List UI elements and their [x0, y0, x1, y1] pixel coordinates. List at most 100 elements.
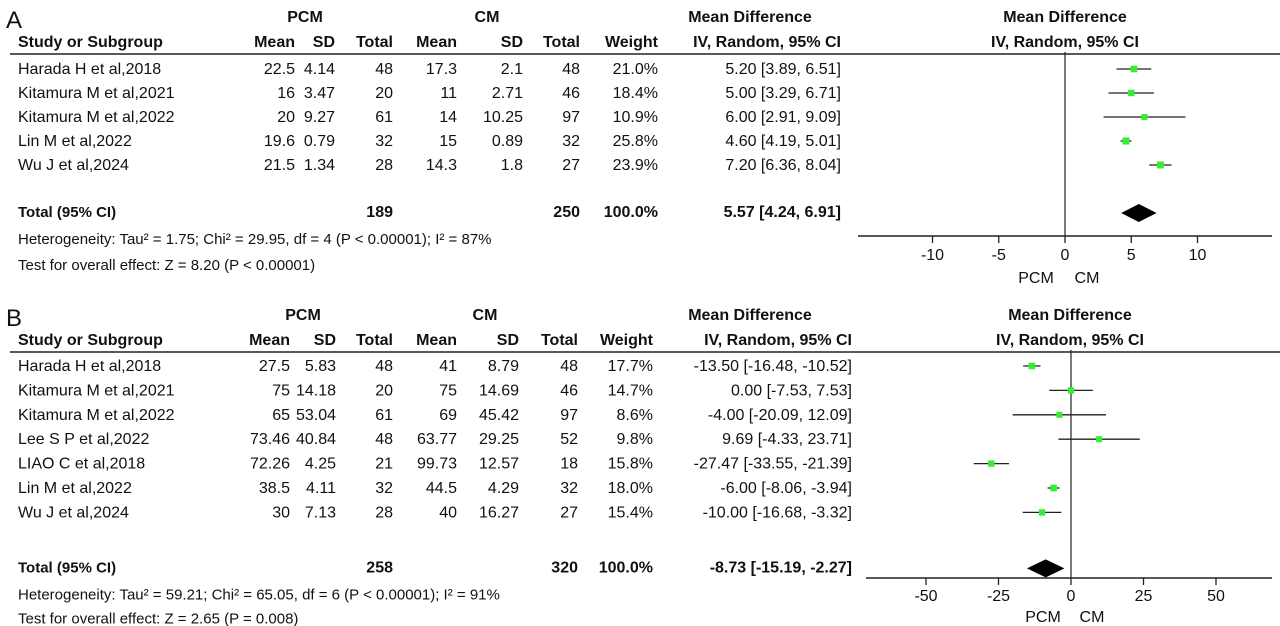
overall-effect-text: Test for overall effect: Z = 2.65 (P = 0… — [18, 610, 298, 626]
study-total1: 20 — [375, 85, 393, 102]
study-name: Lin M et al,2022 — [18, 133, 132, 150]
total-ci: 5.57 [4.24, 6.91] — [724, 204, 841, 221]
study-mean1: 65 — [272, 407, 290, 424]
col-header-mean1: Mean — [254, 34, 295, 51]
study-mean1: 27.5 — [259, 358, 290, 375]
total-weight: 100.0% — [604, 204, 658, 221]
effect-square — [1096, 436, 1103, 443]
col-header-study: Study or Subgroup — [18, 332, 163, 349]
study-mean2: 14.3 — [426, 157, 457, 174]
x-tick-label: 5 — [1127, 247, 1136, 264]
study-mean1: 73.46 — [250, 431, 290, 448]
study-sd2: 12.57 — [479, 456, 519, 473]
study-name: Kitamura M et al,2021 — [18, 85, 175, 102]
favours-left-label: PCM — [1018, 270, 1054, 287]
study-total2: 18 — [560, 456, 578, 473]
study-weight: 10.9% — [613, 109, 658, 126]
study-total2: 46 — [560, 382, 578, 399]
study-mean1: 22.5 — [264, 61, 295, 78]
heterogeneity-text: Heterogeneity: Tau² = 59.21; Chi² = 65.0… — [18, 586, 500, 603]
x-tick-label: -5 — [992, 247, 1006, 264]
effect-square — [1038, 509, 1046, 516]
study-sd1: 3.47 — [304, 85, 335, 102]
study-weight: 23.9% — [613, 157, 658, 174]
col-header-sd1: SD — [313, 34, 335, 51]
plot-method-header: IV, Random, 95% CI — [996, 332, 1144, 349]
plot-header: Mean Difference — [1008, 307, 1132, 324]
study-weight: 15.8% — [608, 456, 653, 473]
col-header-mean1: Mean — [249, 332, 290, 349]
study-mean2: 99.73 — [417, 456, 457, 473]
study-mean2: 40 — [439, 504, 457, 521]
study-total1: 32 — [375, 480, 393, 497]
col-header-ci: IV, Random, 95% CI — [704, 332, 852, 349]
study-total1: 48 — [375, 358, 393, 375]
study-sd2: 45.42 — [479, 407, 519, 424]
study-total2: 46 — [562, 85, 580, 102]
study-mean1: 21.5 — [264, 157, 295, 174]
study-sd2: 0.89 — [492, 133, 523, 150]
effect-square — [988, 460, 995, 467]
study-total1: 61 — [375, 109, 393, 126]
col-header-mean2: Mean — [416, 34, 457, 51]
study-sd2: 8.79 — [488, 358, 519, 375]
x-tick-label: 0 — [1061, 247, 1070, 264]
total-n2: 250 — [553, 204, 580, 221]
x-tick-label: 0 — [1067, 588, 1076, 605]
study-name: Lin M et al,2022 — [18, 480, 132, 497]
study-weight: 18.0% — [608, 480, 653, 497]
study-sd1: 53.04 — [296, 407, 336, 424]
x-tick-label: -50 — [914, 588, 937, 605]
col-header-sd2: SD — [501, 34, 523, 51]
study-sd1: 4.11 — [306, 480, 336, 497]
col-header-total1: Total — [356, 332, 393, 349]
study-name: Wu J et al,2024 — [18, 504, 129, 521]
study-name: Harada H et al,2018 — [18, 358, 161, 375]
study-mean2: 41 — [439, 358, 457, 375]
study-total1: 61 — [375, 407, 393, 424]
panel-letter-A: A — [6, 7, 22, 34]
study-sd2: 2.1 — [501, 61, 523, 78]
total-weight: 100.0% — [599, 559, 653, 576]
total-n2: 320 — [551, 559, 578, 576]
study-total1: 48 — [375, 431, 393, 448]
total-n1: 258 — [366, 559, 393, 576]
panel-letter-B: B — [6, 305, 22, 332]
favours-left-label: PCM — [1025, 609, 1061, 626]
plot-header: Mean Difference — [1003, 9, 1127, 26]
study-mean2: 63.77 — [417, 431, 457, 448]
study-name: LIAO C et al,2018 — [18, 456, 145, 473]
study-ci: -13.50 [-16.48, -10.52] — [694, 358, 852, 375]
study-name: Kitamura M et al,2022 — [18, 407, 175, 424]
study-sd1: 1.34 — [304, 157, 335, 174]
study-weight: 17.7% — [608, 358, 653, 375]
study-sd2: 2.71 — [492, 85, 523, 102]
study-weight: 15.4% — [608, 504, 653, 521]
study-total2: 52 — [560, 431, 578, 448]
total-ci: -8.73 [-15.19, -2.27] — [710, 559, 852, 576]
col-header-weight: Weight — [605, 34, 659, 51]
effect-square — [1028, 362, 1036, 370]
study-ci: -6.00 [-8.06, -3.94] — [720, 480, 852, 497]
study-ci: 9.69 [-4.33, 23.71] — [722, 431, 852, 448]
study-total1: 48 — [375, 61, 393, 78]
effect-square — [1141, 114, 1148, 120]
x-tick-label: -25 — [987, 588, 1010, 605]
group2-header: CM — [475, 9, 500, 26]
study-name: Lee S P et al,2022 — [18, 431, 149, 448]
study-ci: -27.47 [-33.55, -21.39] — [694, 456, 852, 473]
study-sd1: 4.14 — [304, 61, 335, 78]
study-weight: 18.4% — [613, 85, 658, 102]
study-mean1: 30 — [272, 504, 290, 521]
col-header-total2: Total — [543, 34, 580, 51]
study-total1: 20 — [375, 382, 393, 399]
col-header-ci: IV, Random, 95% CI — [693, 34, 841, 51]
study-total2: 48 — [562, 61, 580, 78]
study-name: Kitamura M et al,2021 — [18, 382, 175, 399]
study-mean1: 16 — [277, 85, 295, 102]
study-weight: 9.8% — [617, 431, 653, 448]
x-tick-label: 50 — [1207, 588, 1225, 605]
study-sd2: 10.25 — [483, 109, 523, 126]
effect-square — [1156, 161, 1164, 169]
